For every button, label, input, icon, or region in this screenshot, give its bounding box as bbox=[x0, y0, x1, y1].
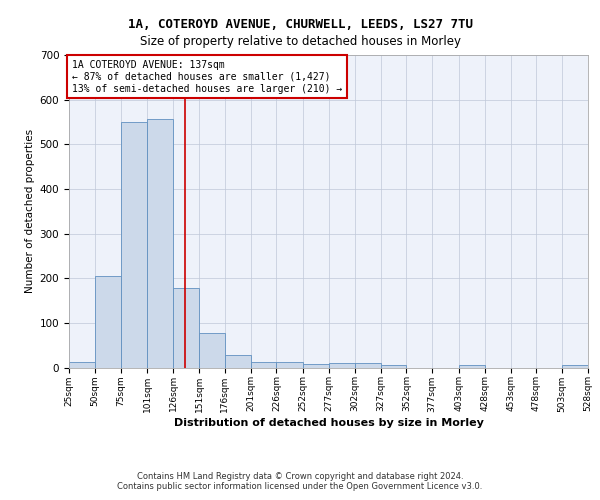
Text: 1A, COTEROYD AVENUE, CHURWELL, LEEDS, LS27 7TU: 1A, COTEROYD AVENUE, CHURWELL, LEEDS, LS… bbox=[128, 18, 473, 30]
Text: Distribution of detached houses by size in Morley: Distribution of detached houses by size … bbox=[174, 418, 484, 428]
Bar bbox=[380, 366, 406, 368]
Text: Contains public sector information licensed under the Open Government Licence v3: Contains public sector information licen… bbox=[118, 482, 482, 491]
Text: 1A COTEROYD AVENUE: 137sqm
← 87% of detached houses are smaller (1,427)
13% of s: 1A COTEROYD AVENUE: 137sqm ← 87% of deta… bbox=[72, 60, 343, 94]
Bar bbox=[251, 362, 277, 368]
Bar bbox=[95, 276, 121, 368]
Bar bbox=[173, 288, 199, 368]
Bar bbox=[459, 366, 485, 368]
Bar bbox=[329, 364, 355, 368]
Bar bbox=[199, 333, 225, 368]
Y-axis label: Number of detached properties: Number of detached properties bbox=[25, 129, 35, 294]
Bar bbox=[121, 122, 148, 368]
Bar bbox=[69, 362, 95, 368]
Bar bbox=[562, 366, 588, 368]
Text: Contains HM Land Registry data © Crown copyright and database right 2024.: Contains HM Land Registry data © Crown c… bbox=[137, 472, 463, 481]
Bar bbox=[303, 364, 329, 368]
Bar bbox=[355, 364, 380, 368]
Bar bbox=[148, 119, 173, 368]
Bar bbox=[277, 362, 303, 368]
Text: Size of property relative to detached houses in Morley: Size of property relative to detached ho… bbox=[139, 35, 461, 48]
Bar bbox=[225, 355, 251, 368]
